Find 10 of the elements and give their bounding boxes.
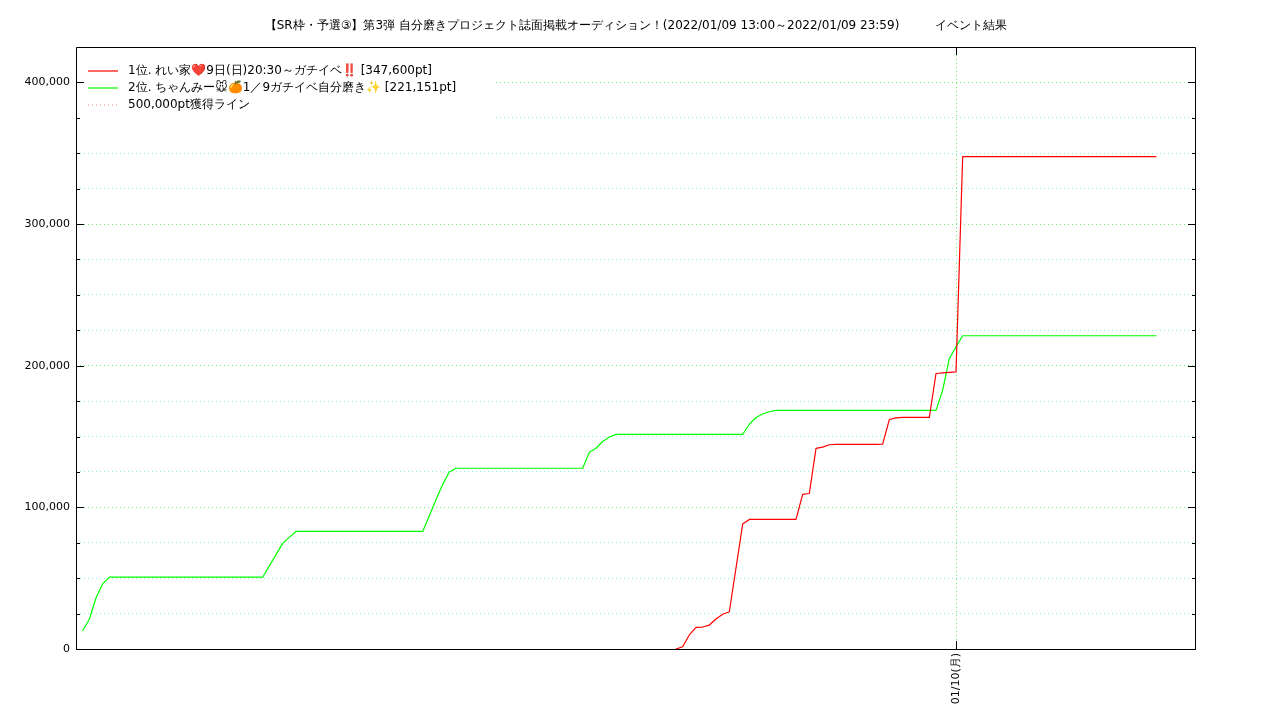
y-tick-label: 200,000 (24, 358, 70, 372)
y-tick-label: 0 (63, 641, 70, 655)
x-tick-label: 01/10(月) (948, 653, 962, 705)
legend-label: 500,000pt獲得ライン (128, 97, 250, 112)
y-tick-label: 400,000 (24, 75, 70, 89)
y-tick-label: 300,000 (24, 216, 70, 230)
legend-label: 2位. ちゃんみー🐭🍊1／9ガチイベ自分磨き✨ [221,151pt] (128, 80, 457, 95)
y-tick-label: 100,000 (24, 500, 70, 514)
chart-title: 【SR枠・予選③】第3弾 自分磨きプロジェクト誌面掲載オーディション！(2022/01/09 13:00～2022/01/09 23:59) イベント結果 (264, 18, 1008, 33)
legend-label: 1位. れい家❤9日(日)20:30～ガチイベ‼ [347,600pt] (128, 63, 432, 78)
